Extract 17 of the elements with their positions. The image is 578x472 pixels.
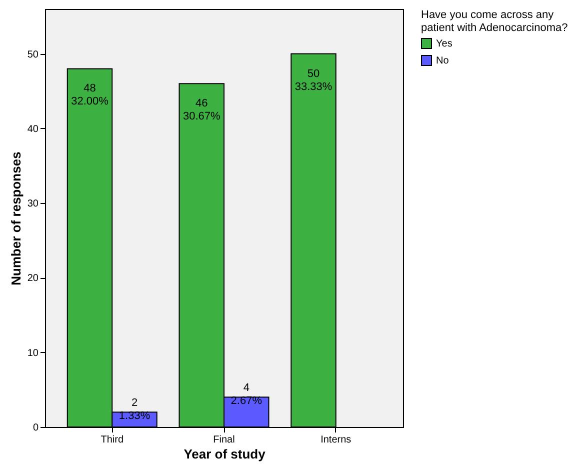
y-tick-label: 10 <box>27 348 39 359</box>
data-label: 48 32.00% <box>71 82 109 108</box>
data-label: 50 33.33% <box>294 68 332 93</box>
y-tick-label: 20 <box>27 273 39 284</box>
y-tick-label: 30 <box>27 198 39 210</box>
y-tick-label: 50 <box>27 49 39 60</box>
y-tick-label: 40 <box>27 124 39 135</box>
legend-label: No <box>436 56 450 66</box>
y-axis-title: Number of responses <box>8 152 24 286</box>
x-tick-label: Interns <box>320 434 352 446</box>
legend-title: Have you come across any patient with Adenocarcinoma? <box>421 9 568 34</box>
legend-label: Yes <box>436 38 452 50</box>
x-axis-title: Year of study <box>184 446 266 462</box>
x-tick-label: Final <box>213 434 235 446</box>
x-tick-label: Third <box>100 434 124 446</box>
data-label: 46 30.67% <box>182 98 220 123</box>
y-tick-label: 0 <box>32 422 39 434</box>
